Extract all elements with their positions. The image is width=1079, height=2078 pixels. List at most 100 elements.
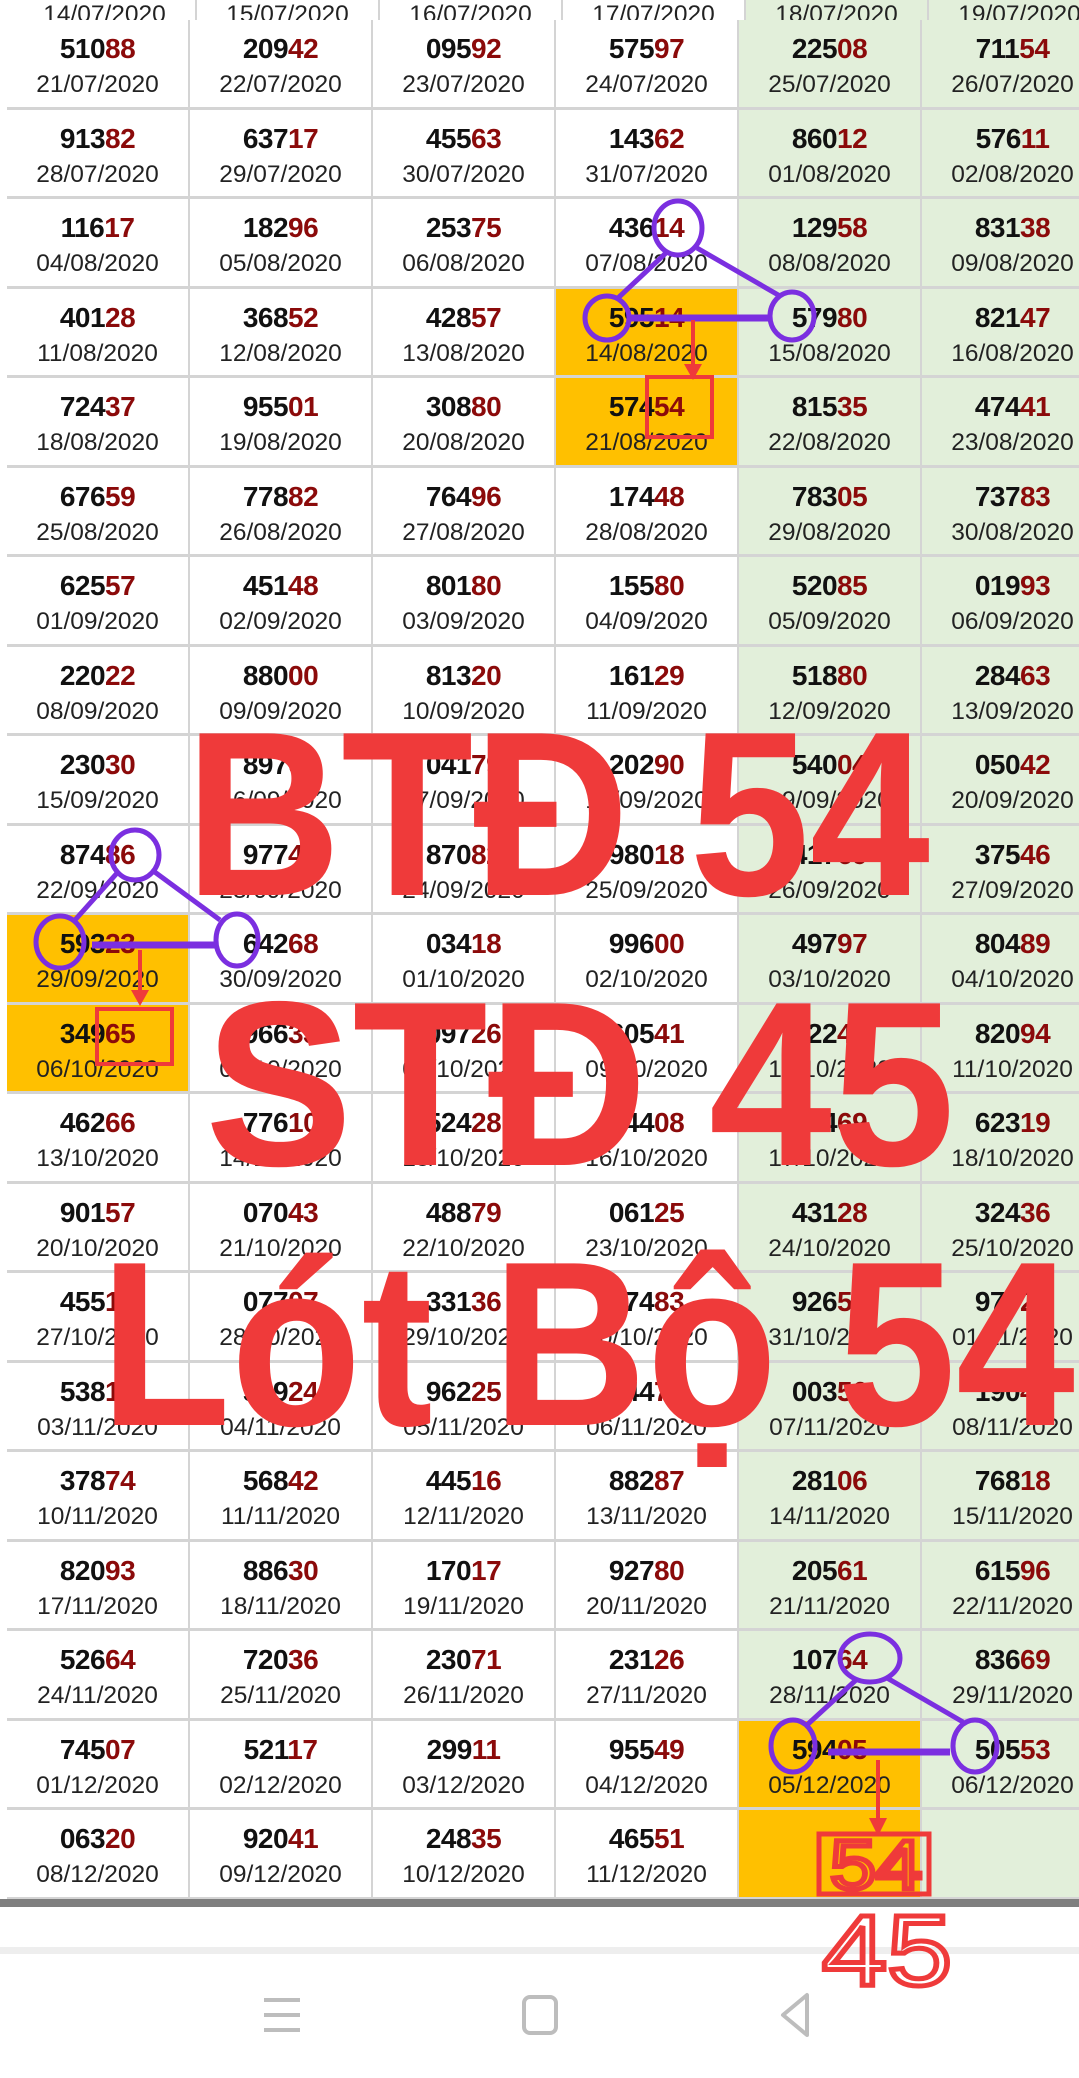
table-cell: 62557 01/09/2020 xyxy=(7,557,190,647)
table-cell: 41769 26/09/2020 xyxy=(739,825,922,915)
result-tail-digits: 47 xyxy=(1020,301,1051,333)
result-head-digits: 143 xyxy=(608,122,655,154)
result-arrow-2 xyxy=(95,950,174,1066)
table-cell: 90157 20/10/2020 xyxy=(7,1183,190,1273)
table-cell: 37874 10/11/2020 xyxy=(7,1452,190,1542)
result-tail-digits: 64 xyxy=(105,1644,136,1675)
result-number: 89702 xyxy=(190,749,371,781)
cell-date: 15/10/2020 xyxy=(402,1145,525,1172)
result-head-digits: 526 xyxy=(59,1644,106,1675)
result-tail-digits: 36 xyxy=(1020,1196,1051,1228)
result-tail-digits: 80 xyxy=(471,391,502,422)
result-tail-digits: 54 xyxy=(654,391,685,422)
result-tail-digits: 28 xyxy=(105,301,136,333)
table-cell: 07043 21/10/2020 xyxy=(190,1183,373,1273)
handwritten-number: 45 xyxy=(822,1895,952,2007)
table-cell: 17017 19/11/2020 xyxy=(373,1541,556,1631)
result-tail-digits: 19 xyxy=(1020,1107,1051,1138)
result-tail-digits: 82 xyxy=(288,480,319,512)
table-row: 06320 08/12/2020 92041 09/12/2020 24835 10/12… xyxy=(7,1810,1079,1900)
result-head-digits: 520 xyxy=(791,570,838,601)
result-head-digits: 821 xyxy=(974,301,1021,333)
result-number: 33136 xyxy=(373,1286,554,1318)
cell-date: 23/07/2020 xyxy=(402,71,525,98)
cell-date: 29/11/2020 xyxy=(952,1682,1073,1709)
cell-date: 13/09/2020 xyxy=(951,697,1074,725)
result-tail-digits: 59 xyxy=(105,480,136,512)
result-head-digits: 253 xyxy=(425,212,472,243)
table-cell: 19047 08/11/2020 xyxy=(922,1362,1079,1452)
result-number: 81535 xyxy=(739,391,920,423)
result-head-digits: 676 xyxy=(59,480,106,512)
cell-date: 23/08/2020 xyxy=(951,429,1074,456)
back-icon[interactable] xyxy=(765,1985,825,2045)
result-tail-digits: 17 xyxy=(287,1733,318,1765)
result-number: 40128 xyxy=(7,302,188,334)
result-tail-digits: 63 xyxy=(1020,659,1051,691)
result-tail-digits: 15 xyxy=(105,1375,136,1407)
home-icon[interactable] xyxy=(510,1985,570,2045)
table-cell: 16129 11/09/2020 xyxy=(556,646,739,736)
cell-date: 21/11/2020 xyxy=(769,1592,890,1620)
result-tail-digits: 61 xyxy=(837,1554,868,1586)
cell-date: 11/08/2020 xyxy=(37,339,158,367)
result-number: 28463 xyxy=(922,660,1079,692)
result-head-digits: 966 xyxy=(242,1017,289,1049)
result-head-digits: 836 xyxy=(974,1644,1021,1675)
result-number: 56842 xyxy=(190,1465,371,1497)
result-head-digits: 003 xyxy=(791,1375,838,1407)
table-cell: 34469 17/10/2020 xyxy=(739,1094,922,1184)
table-cell: 89702 16/09/2020 xyxy=(190,736,373,826)
result-head-digits: 980 xyxy=(608,838,655,870)
result-number: 62557 xyxy=(7,570,188,602)
result-number: 45563 xyxy=(373,123,554,155)
result-head-digits: 962 xyxy=(425,1375,472,1407)
cell-date: 25/09/2020 xyxy=(585,876,708,904)
table-row: 51088 21/07/2020 20942 22/07/2020 09592 23/07… xyxy=(7,20,1079,110)
result-number: 60541 xyxy=(556,1018,737,1050)
table-cell: 52085 05/09/2020 xyxy=(739,557,922,647)
cell-date: 27/08/2020 xyxy=(402,518,525,546)
cell-date: 20/08/2020 xyxy=(402,429,525,456)
cell-date: 30/10/2020 xyxy=(585,1324,708,1351)
result-number: 06125 xyxy=(556,1197,737,1229)
table-cell: 47441 23/08/2020 xyxy=(922,378,1079,468)
result-tail-digits: 36 xyxy=(471,1286,502,1317)
table-cell: 17448 28/08/2020 xyxy=(556,467,739,557)
result-head-digits: 801 xyxy=(425,570,472,601)
table-cell: 01993 06/09/2020 xyxy=(922,557,1079,647)
result-head-digits: 129 xyxy=(791,212,838,243)
result-number: 80489 xyxy=(922,928,1079,960)
result-tail-digits: 41 xyxy=(654,1017,685,1049)
table-cell: 33136 29/10/2020 xyxy=(373,1273,556,1363)
table-cell: 56842 11/11/2020 xyxy=(190,1452,373,1542)
table-cell: 15580 04/09/2020 xyxy=(556,557,739,647)
table-cell: 22243 10/10/2020 xyxy=(739,1004,922,1094)
cell-date: 06/09/2020 xyxy=(951,608,1074,635)
cell-date: 20/10/2020 xyxy=(36,1234,159,1262)
result-number: 05042 xyxy=(922,749,1079,781)
result-number: 76818 xyxy=(922,1465,1079,1497)
result-head-digits: 462 xyxy=(59,1107,106,1138)
result-head-digits: 144 xyxy=(608,1107,655,1138)
result-number: 54004 xyxy=(739,749,920,781)
result-head-digits: 540 xyxy=(791,749,838,780)
table-cell: 99600 02/10/2020 xyxy=(556,915,739,1005)
result-head-digits: 880 xyxy=(242,659,289,691)
result-number: 37874 xyxy=(7,1465,188,1497)
cell-date: 28/07/2020 xyxy=(36,160,159,188)
cell-date: 06/11/2020 xyxy=(586,1413,707,1441)
result-tail-digits: 48 xyxy=(288,570,319,601)
result-tail-digits: 53 xyxy=(1020,1733,1051,1765)
pattern-triangle-1 xyxy=(582,198,817,343)
result-tail-digits: 07 xyxy=(288,1286,319,1317)
recent-apps-icon[interactable] xyxy=(252,1985,312,2045)
result-number: 29911 xyxy=(373,1734,554,1766)
cell-date: 13/10/2020 xyxy=(36,1145,159,1172)
table-row: 53815 03/11/2020 56924 04/11/2020 96225 05/11… xyxy=(7,1362,1079,1452)
table-row: 40128 11/08/2020 36852 12/08/2020 42857 13/08… xyxy=(7,288,1079,378)
cell-date: 05/09/2020 xyxy=(768,608,891,635)
table-cell: 57597 24/07/2020 xyxy=(556,20,739,110)
cell-date: 29/08/2020 xyxy=(768,518,891,546)
result-tail-digits: 41 xyxy=(288,838,319,870)
